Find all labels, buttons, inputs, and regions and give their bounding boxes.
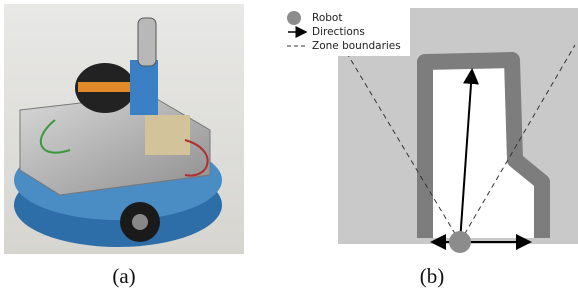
- caption: (b): [420, 264, 445, 288]
- caption: (a): [112, 264, 135, 288]
- legend-label: Directions: [312, 26, 365, 38]
- legend: Robot Directions Zone boundaries: [282, 6, 410, 56]
- figure: Robot Directions Zone boundaries (a) (b): [0, 0, 578, 296]
- legend-robot-icon: [287, 11, 301, 25]
- legend-label: Robot: [312, 12, 342, 24]
- legend-label: Zone boundaries: [312, 40, 401, 52]
- robot-photo: [4, 4, 244, 254]
